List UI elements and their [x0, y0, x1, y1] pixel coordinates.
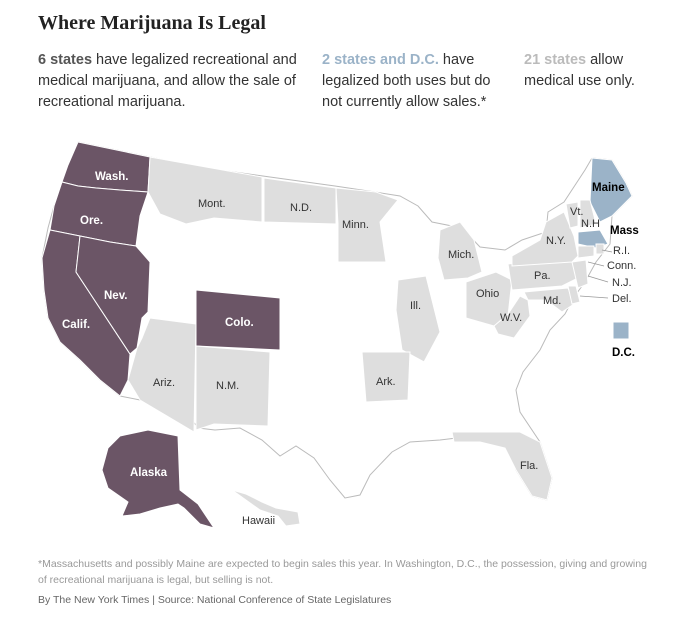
map-title: Where Marijuana Is Legal	[38, 12, 266, 34]
legend-both-text: have legalized both uses but do not curr…	[322, 52, 491, 110]
label-vt: Vt.	[570, 206, 583, 218]
pointer-del	[579, 295, 609, 299]
label-calif: Calif.	[62, 319, 90, 331]
legend-medical-text: allow medical use only.	[524, 52, 635, 89]
label-md: Md.	[543, 295, 561, 307]
state-connecticut	[577, 245, 595, 259]
label-ny: N.Y.	[546, 235, 566, 247]
label-wv: W.V.	[500, 312, 522, 324]
label-pa: Pa.	[534, 270, 551, 282]
legend-medical: 21 states allow medical use only.	[524, 50, 664, 92]
label-nd: N.D.	[290, 202, 312, 214]
label-conn: Conn.	[607, 260, 636, 272]
state-west-virginia	[493, 295, 531, 339]
label-ore: Ore.	[80, 215, 103, 227]
label-mich: Mich.	[448, 249, 474, 261]
dc-marker	[612, 321, 630, 340]
state-delaware	[567, 285, 581, 305]
state-arizona	[127, 317, 197, 433]
state-hawaii	[231, 489, 301, 527]
label-ohio: Ohio	[476, 288, 499, 300]
label-nj: N.J.	[612, 277, 632, 289]
state-new-mexico	[195, 345, 271, 431]
label-hawaii: Hawaii	[242, 515, 275, 527]
state-minnesota	[335, 187, 399, 263]
pointer-ri	[601, 249, 613, 253]
state-arkansas	[361, 351, 411, 403]
legend-recreational-count: 6 states	[38, 52, 93, 68]
state-nevada	[75, 235, 151, 355]
pointer-conn	[587, 261, 605, 267]
state-florida	[451, 431, 553, 501]
legend-both-no-sales: 2 states and D.C. have legalized both us…	[322, 50, 507, 113]
label-minn: Minn.	[342, 219, 369, 231]
state-rhode-island	[595, 243, 605, 255]
label-colo: Colo.	[225, 317, 254, 329]
label-wash: Wash.	[95, 171, 128, 183]
label-ark: Ark.	[376, 376, 396, 388]
source-credit: By The New York Times | Source: National…	[38, 594, 392, 606]
legend-recreational: 6 states have legalized recreational and…	[38, 50, 308, 113]
label-fla: Fla.	[520, 460, 538, 472]
label-maine: Maine	[592, 182, 625, 194]
state-new-jersey	[571, 259, 589, 289]
footnote: *Massachusetts and possibly Maine are ex…	[38, 558, 647, 586]
label-mont: Mont.	[198, 198, 226, 210]
label-ariz: Ariz.	[153, 377, 175, 389]
label-nev: Nev.	[104, 290, 127, 302]
state-oregon	[49, 181, 149, 247]
legend-recreational-text: have legalized recreational and medical …	[38, 52, 297, 110]
label-nh: N.H	[581, 218, 600, 230]
pointer-nj	[587, 275, 609, 283]
legend-medical-count: 21 states	[524, 52, 587, 68]
state-new-york	[511, 211, 579, 267]
label-del: Del.	[612, 293, 632, 305]
label-nm: N.M.	[216, 380, 239, 392]
state-michigan	[437, 221, 483, 281]
state-vermont	[565, 201, 579, 229]
label-mass: Mass	[610, 225, 639, 237]
us-map: Wash. Ore. Calif. Nev. Colo. Alaska Main…	[41, 141, 639, 529]
state-washington	[61, 141, 151, 193]
state-alaska	[101, 429, 216, 529]
state-montana	[147, 156, 263, 225]
state-illinois	[395, 275, 441, 363]
label-alaska: Alaska	[130, 467, 168, 479]
label-ri: R.I.	[613, 245, 630, 257]
state-new-hampshire	[579, 199, 597, 229]
state-north-dakota	[263, 177, 337, 225]
legend-both-count: 2 states and D.C.	[322, 52, 439, 68]
label-dc: D.C.	[612, 347, 635, 359]
label-ill: Ill.	[410, 300, 421, 312]
